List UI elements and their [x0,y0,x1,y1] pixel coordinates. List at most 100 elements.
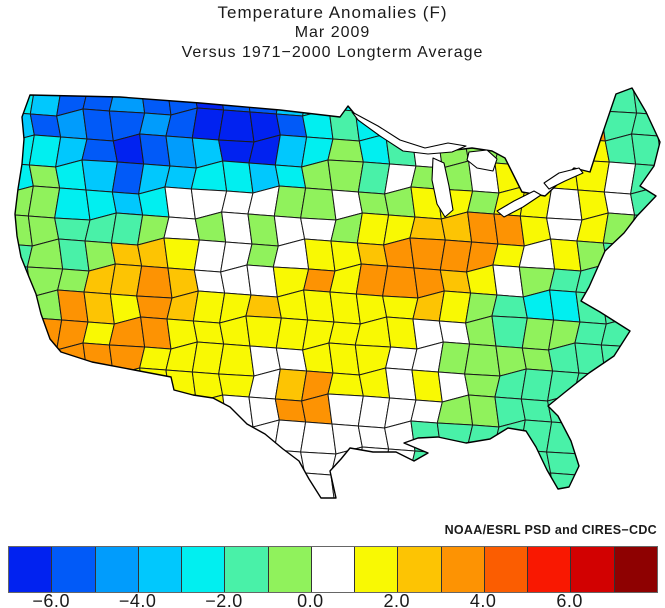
climate-division-cell [631,346,660,371]
climate-division-cell [491,88,528,115]
climate-division-cell [136,265,173,299]
climate-division-cell [192,88,225,111]
climate-division-cell [518,472,556,498]
climate-division-cell [139,367,171,401]
climate-division-cell [576,446,609,478]
credit-text: NOAA/ESRL PSD and CIRES−CDC [444,523,657,537]
colorbar-segment [398,547,442,592]
climate-division-cell [386,316,418,350]
climate-division-cell [492,477,525,498]
climate-division-cell [245,294,282,319]
climate-division-cell [412,88,444,116]
climate-division-cell [410,399,443,424]
climate-division-cell [81,138,118,163]
climate-division-cell [356,476,389,498]
climate-division-cell [409,471,446,498]
climate-division-cell [546,187,583,221]
colorbar-segment [9,547,53,592]
colorbar-segment [528,547,572,592]
climate-division-cell [55,370,88,402]
climate-division-cell [521,88,555,117]
climate-division-cell [411,107,444,139]
climate-division-cell [630,420,660,452]
climate-division-cell [328,342,360,376]
climate-division-cell [84,446,117,478]
climate-division-cell [110,242,143,267]
climate-division-cell [138,397,171,429]
climate-division-cell [519,449,552,481]
climate-division-cell [139,133,171,167]
climate-division-cell [494,134,527,166]
climate-division-cell [190,422,228,454]
climate-division-cell [164,186,196,220]
climate-division-cell [464,373,501,398]
climate-division-cell [15,396,34,428]
climate-division-cell [495,111,527,143]
climate-division-cell [467,190,500,215]
climate-division-cell [385,367,417,401]
climate-division-cell [300,421,337,455]
climate-division-cell [438,320,471,345]
climate-division-cell [15,477,33,498]
climate-division-cell [15,294,36,319]
climate-division-cell [548,108,580,140]
climate-division-cell [547,370,580,402]
climate-division-cell [222,394,254,428]
climate-division-cell [437,107,471,141]
climate-division-cell [549,289,581,323]
climate-division-cell [302,88,335,117]
climate-division-cell [467,211,499,245]
climate-division-cell [218,109,255,143]
climate-division-cell [576,474,608,498]
climate-division-cell [573,372,610,397]
climate-division-cell [382,265,419,299]
title-period: Mar 2009 [294,24,371,41]
climate-division-cell [521,113,554,138]
climate-division-cell [520,134,554,168]
climate-division-cell [328,88,361,112]
climate-division-cell [221,445,253,479]
colorbar-segment [268,547,312,592]
climate-division-cell [630,397,660,429]
climate-division-cell [137,471,169,498]
climate-division-cell [493,213,525,247]
climate-division-cell [139,112,172,137]
climate-division-cell [549,268,582,293]
colorbar-tick-labels: −6.0 −4.0 −2.0 0.0 2.0 4.0 6.0 [8,591,656,608]
colorbar-segment [95,547,139,592]
climate-division-cell [409,237,446,271]
climate-division-cell [411,369,443,403]
colorbar-tick-label: 2.0 [383,591,411,608]
climate-division-cell [491,294,528,319]
climate-division-cell [328,321,361,346]
climate-division-cell [303,268,336,293]
climate-division-cell [628,295,660,320]
colorbar-segment [484,547,529,592]
climate-division-cell [163,216,200,241]
colorbar-segment [225,547,269,592]
climate-division-cell [15,447,33,481]
climate-division-cell [629,448,660,480]
climate-division-cell [84,474,116,498]
climate-division-cell [304,472,336,498]
climate-division-cell [573,138,610,163]
colorbar-segment [182,547,226,592]
colorbar-tick-label: −6.0 [32,591,70,608]
colorbar-segment [441,547,485,592]
climate-division-cell [163,471,200,498]
climate-division-cell [382,295,419,320]
climate-division-cell [55,393,87,425]
climate-division-cell [15,315,36,349]
climate-division-cell [574,342,606,376]
climate-division-cell [193,269,226,294]
climate-division-cell [164,399,197,424]
climate-division-cell [521,347,554,372]
climate-division-cell [629,471,660,498]
climate-division-cell [330,474,362,498]
colorbar-tick-label: 4.0 [469,591,497,608]
climate-division-cell [54,217,91,242]
climate-division-cell [58,472,90,498]
climate-division-cell [247,213,279,247]
climate-division-cell [467,445,499,479]
